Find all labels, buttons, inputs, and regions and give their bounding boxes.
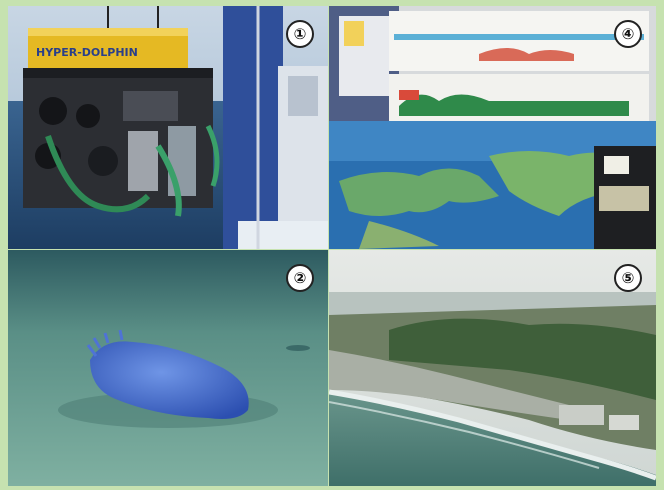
rov-hull-text: HYPER-DOLPHIN [36, 46, 138, 59]
panel-number-badge: ① [286, 20, 314, 48]
panel-number-badge: ④ [614, 20, 642, 48]
rov-photo: HYPER-DOLPHIN ① [8, 6, 328, 249]
coast-aerial-photo: ⑤ [329, 250, 656, 486]
coast-illustration [329, 250, 656, 486]
sea-cucumber-photo: ② [8, 250, 328, 486]
panel-number-badge: ⑤ [614, 264, 642, 292]
exhibit-photo: ④ [329, 6, 656, 249]
panel-number-badge: ② [286, 264, 314, 292]
exhibit-illustration [329, 6, 656, 249]
seafloor-illustration [8, 250, 328, 486]
rov-illustration: HYPER-DOLPHIN [8, 6, 328, 249]
